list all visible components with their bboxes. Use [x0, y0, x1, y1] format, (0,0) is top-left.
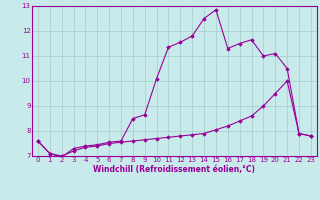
X-axis label: Windchill (Refroidissement éolien,°C): Windchill (Refroidissement éolien,°C): [93, 165, 255, 174]
